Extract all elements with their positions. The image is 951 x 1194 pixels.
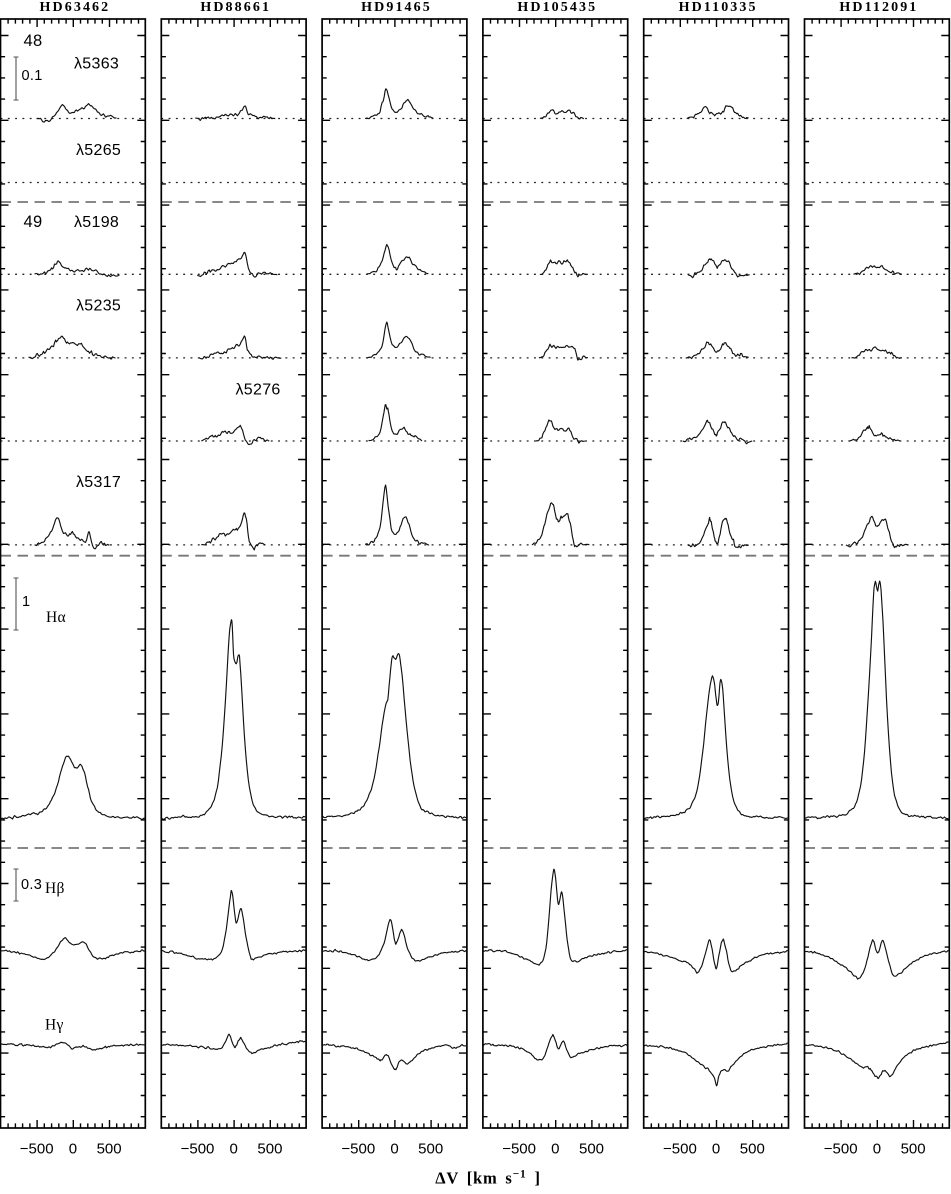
svg-text:λ5276: λ5276 bbox=[236, 382, 281, 399]
svg-text:HD110335: HD110335 bbox=[679, 0, 758, 15]
svg-text:−500: −500 bbox=[824, 1141, 858, 1158]
svg-text:1: 1 bbox=[22, 594, 30, 610]
svg-text:0.1: 0.1 bbox=[22, 68, 43, 84]
svg-text:500: 500 bbox=[418, 1141, 443, 1158]
svg-text:Hβ: Hβ bbox=[45, 880, 65, 897]
svg-text:500: 500 bbox=[97, 1141, 122, 1158]
svg-text:HD91465: HD91465 bbox=[361, 0, 432, 15]
svg-text:−500: −500 bbox=[502, 1141, 536, 1158]
svg-text:λ5317: λ5317 bbox=[76, 474, 121, 491]
svg-text:0: 0 bbox=[873, 1141, 881, 1158]
svg-text:0: 0 bbox=[390, 1141, 398, 1158]
svg-text:500: 500 bbox=[901, 1141, 926, 1158]
svg-text:−500: −500 bbox=[663, 1141, 697, 1158]
svg-text:HD63462: HD63462 bbox=[40, 0, 111, 15]
svg-text:λ5265: λ5265 bbox=[76, 142, 121, 159]
svg-text:49: 49 bbox=[24, 213, 43, 231]
svg-text:48: 48 bbox=[24, 32, 43, 50]
svg-text:0: 0 bbox=[551, 1141, 559, 1158]
svg-text:λ5235: λ5235 bbox=[76, 298, 121, 315]
svg-text:0: 0 bbox=[712, 1141, 720, 1158]
svg-text:HD112091: HD112091 bbox=[839, 0, 918, 15]
svg-text:HD88661: HD88661 bbox=[200, 0, 271, 15]
svg-text:HD105435: HD105435 bbox=[517, 0, 597, 15]
svg-text:λ5363: λ5363 bbox=[74, 56, 119, 73]
svg-text:−500: −500 bbox=[341, 1141, 375, 1158]
svg-text:Hγ: Hγ bbox=[45, 1017, 64, 1034]
svg-text:−500: −500 bbox=[181, 1141, 215, 1158]
svg-text:500: 500 bbox=[579, 1141, 604, 1158]
svg-text:500: 500 bbox=[740, 1141, 765, 1158]
svg-text:λ5198: λ5198 bbox=[74, 214, 119, 231]
svg-text:Hα: Hα bbox=[46, 609, 66, 626]
svg-text:0: 0 bbox=[230, 1141, 238, 1158]
svg-text:−500: −500 bbox=[20, 1141, 54, 1158]
svg-text:500: 500 bbox=[257, 1141, 282, 1158]
svg-text:0: 0 bbox=[69, 1141, 77, 1158]
svg-text:0.3: 0.3 bbox=[21, 877, 42, 893]
